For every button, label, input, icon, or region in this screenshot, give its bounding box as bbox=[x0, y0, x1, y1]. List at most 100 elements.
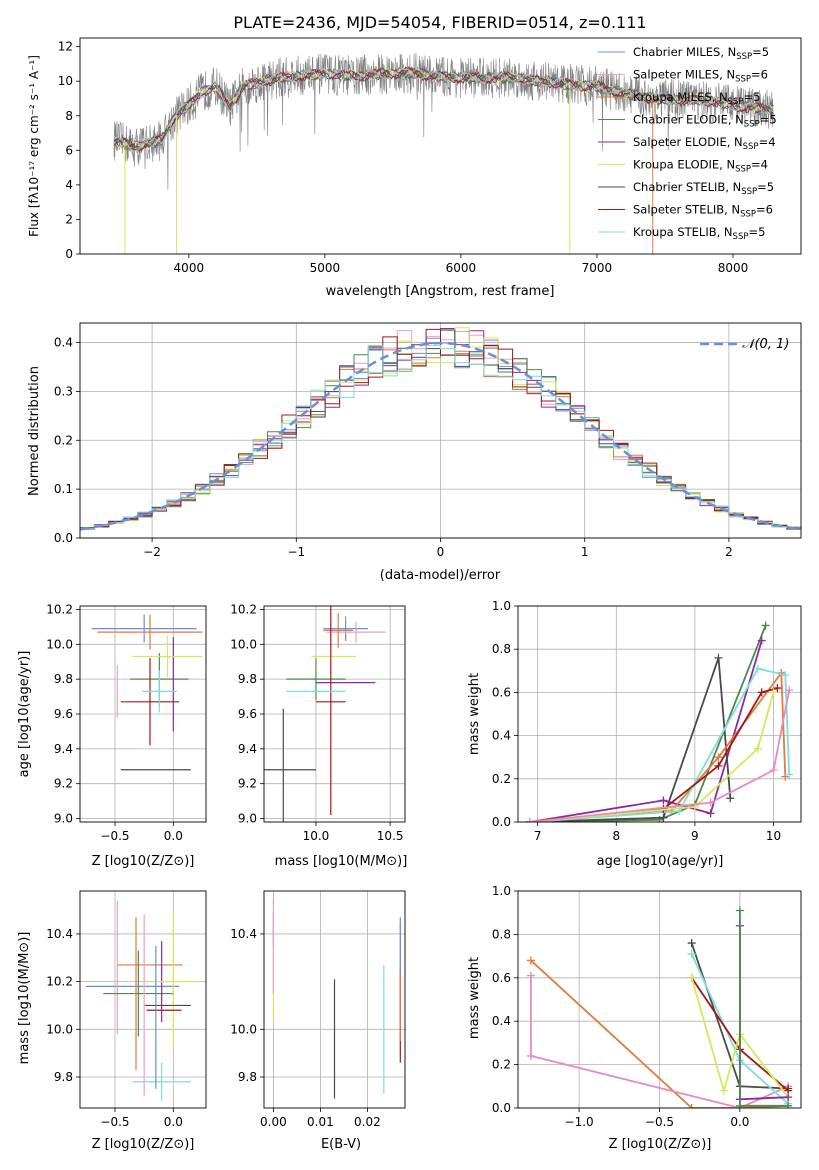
residual-legend-label: 𝒩(0, 1) bbox=[742, 337, 789, 352]
mass_vs_Z-ytick-label: 10.2 bbox=[46, 975, 73, 989]
spectrum-legend-label: Kroupa ELODIE, NSSP=4 bbox=[633, 158, 768, 175]
spectrum-ytick-label: 6 bbox=[65, 143, 73, 157]
residuals-ytick-label: 0.0 bbox=[54, 531, 73, 545]
weight_vs_age-point-marker bbox=[773, 684, 782, 693]
panel-weight-vs-Z: Z [log10(Z/Z⊙)] mass weight bbox=[467, 957, 711, 1152]
weight_vs_Z-point-marker bbox=[526, 1051, 535, 1060]
weight_vs_age-point-marker bbox=[757, 636, 766, 645]
weight_vs_Z-point-marker bbox=[687, 973, 696, 982]
residual-histogram bbox=[80, 327, 801, 530]
mass_vs_ebv-ytick-label: 10.4 bbox=[230, 927, 257, 941]
weight_vs_age-ytick-label: 0.0 bbox=[492, 815, 511, 829]
spectrum-legend-label: Kroupa STELIB, NSSP=5 bbox=[633, 225, 765, 242]
spectrum-ytick-label: 12 bbox=[58, 40, 73, 54]
residuals-frame bbox=[79, 322, 802, 539]
mass_vs_Z-ytick-label: 10.4 bbox=[46, 927, 73, 941]
weight_vs_age-series-line bbox=[529, 690, 791, 822]
mass_vs_Z-frame bbox=[79, 890, 207, 1109]
weight_vs_age-point-marker bbox=[525, 818, 534, 822]
residual-histogram bbox=[80, 345, 801, 530]
weight_vs_Z-series-line bbox=[690, 977, 789, 1098]
age_vs_Z-ytick-label: 9.8 bbox=[54, 672, 73, 686]
spectrum-ytick-label: 4 bbox=[65, 178, 73, 192]
weight_vs_Z-series-line bbox=[530, 975, 789, 1108]
mass_vs_ebv-ytick-label: 9.8 bbox=[238, 1070, 257, 1084]
figure-title: PLATE=2436, MJD=54054, FIBERID=0514, z=0… bbox=[233, 13, 646, 32]
mass_vs_Z-xtick-label: 0.0 bbox=[164, 1115, 183, 1129]
weight_vs_age-ytick-label: 1.0 bbox=[492, 599, 511, 613]
age_vs_Z-ytick-label: 9.4 bbox=[54, 742, 73, 756]
age_vs_mass-ytick-label: 9.8 bbox=[238, 672, 257, 686]
spectrum-legend-label: Salpeter ELODIE, NSSP=4 bbox=[633, 135, 776, 152]
spectrum-ytick-label: 0 bbox=[65, 247, 73, 261]
weight_vs_age-point-marker bbox=[714, 753, 723, 762]
weight_vs_age-xtick-label: 10 bbox=[766, 829, 781, 843]
age_vs_mass-frame bbox=[263, 605, 406, 823]
residuals-ytick-label: 0.2 bbox=[54, 433, 73, 447]
spectrum-axes: 4000 5000 6000 7000 8000 0 2 4 6 8 10 12 bbox=[58, 37, 802, 275]
age-vs-mass-xlabel: mass [log10(M/M⊙)] bbox=[275, 854, 408, 869]
residuals-ylabel: Normed distribution bbox=[27, 366, 42, 496]
age_vs_Z-ytick-label: 9.2 bbox=[54, 777, 73, 791]
mass_vs_Z-ytick-label: 9.8 bbox=[54, 1070, 73, 1084]
weight_vs_Z-xtick-label: −0.5 bbox=[645, 1115, 674, 1129]
spectrum-model-line bbox=[113, 67, 774, 150]
weight_vs_age-plot-area bbox=[525, 621, 794, 822]
mass_vs_Z-plot-area bbox=[85, 900, 197, 1101]
mass_vs_Z-axes: −0.5 0.0 9.8 10.0 10.2 10.4 bbox=[46, 890, 207, 1129]
weight_vs_Z-point-marker bbox=[719, 1086, 728, 1095]
weight_vs_Z-point-marker bbox=[687, 1104, 696, 1108]
weight-vs-age-xlabel: age [log10(age/yr)] bbox=[597, 854, 724, 869]
residuals-xtick-label: 1 bbox=[581, 545, 589, 559]
spectrum-ylabel: Flux [fλ10⁻¹⁷ erg cm⁻² s⁻¹ A⁻¹] bbox=[27, 55, 41, 237]
mass_vs_ebv-ytick-label: 10.0 bbox=[230, 1022, 257, 1036]
mass_vs_Z-ytick-label: 10.0 bbox=[46, 1022, 73, 1036]
spectrum-xtick-label: 8000 bbox=[718, 261, 749, 275]
spectrum-data-line bbox=[113, 53, 774, 190]
mass_vs_ebv-xtick-label: 0.01 bbox=[307, 1115, 334, 1129]
mass_vs_ebv-axes: 0.00 0.01 0.02 9.8 10.0 10.4 bbox=[230, 890, 406, 1129]
residuals-ytick-label: 0.3 bbox=[54, 384, 73, 398]
age_vs_mass-ytick-label: 9.4 bbox=[238, 742, 257, 756]
age_vs_Z-frame bbox=[79, 605, 207, 823]
age_vs_Z-ytick-label: 10.2 bbox=[46, 602, 73, 616]
spectrum-legend-label: Chabrier MILES, NSSP=5 bbox=[633, 45, 769, 62]
age_vs_Z-axes: −0.5 0.0 9.0 9.2 9.4 9.6 9.8 10.0 10.2 bbox=[46, 602, 207, 843]
spectrum-xlabel: wavelength [Angstrom, rest frame] bbox=[326, 284, 555, 299]
residuals-xtick-label: 0 bbox=[437, 545, 445, 559]
panel-age-vs-Z: Z [log10(Z/Z⊙)] age [log10(age/yr)] bbox=[17, 651, 194, 869]
spectrum-legend: Chabrier MILES, NSSP=5 Salpeter MILES, NS… bbox=[598, 45, 777, 242]
spectrum-model-line bbox=[113, 66, 774, 153]
weight_vs_age-point-marker bbox=[757, 688, 766, 697]
residuals-ytick-label: 0.4 bbox=[54, 336, 73, 350]
panel-residuals: (data-model)/error Normed distribution bbox=[27, 366, 501, 583]
weight_vs_Z-axes: −1.0 −0.5 0.0 0.0 0.2 0.4 0.6 0.8 1.0 bbox=[492, 884, 802, 1129]
age_vs_Z-ytick-label: 10.0 bbox=[46, 637, 73, 651]
age_vs_Z-plot-area bbox=[91, 614, 203, 771]
weight_vs_Z-ytick-label: 0.0 bbox=[492, 1101, 511, 1115]
spectrum-legend-label: Chabrier ELODIE, NSSP=5 bbox=[633, 113, 777, 130]
weight_vs_Z-point-marker bbox=[735, 1101, 744, 1108]
weight-vs-Z-ylabel: mass weight bbox=[467, 957, 482, 1039]
weight_vs_age-axes: 7 8 9 10 0.0 0.2 0.4 0.6 0.8 1.0 bbox=[492, 599, 802, 843]
age_vs_mass-xtick-label: 10.5 bbox=[377, 829, 404, 843]
weight_vs_age-point-marker bbox=[726, 794, 735, 803]
age_vs_mass-ytick-label: 9.6 bbox=[238, 707, 257, 721]
residuals-xtick-label: −1 bbox=[287, 545, 305, 559]
panel-mass-vs-ebv: E(B-V) bbox=[321, 1137, 361, 1152]
weight_vs_age-point-marker bbox=[781, 671, 790, 680]
weight_vs_age-frame bbox=[517, 605, 802, 823]
mass_vs_Z-xtick-label: −0.5 bbox=[100, 1115, 129, 1129]
weight_vs_Z-plot-area bbox=[526, 906, 793, 1108]
weight_vs_Z-ytick-label: 1.0 bbox=[492, 884, 511, 898]
weight_vs_Z-point-marker bbox=[687, 949, 696, 958]
weight_vs_age-ytick-label: 0.6 bbox=[492, 685, 511, 699]
weight_vs_Z-point-marker bbox=[526, 956, 535, 965]
weight_vs_Z-point-marker bbox=[784, 1101, 793, 1108]
age_vs_mass-axes: 10.0 10.5 9.0 9.2 9.4 9.6 9.8 10.0 10.2 bbox=[230, 602, 406, 843]
weight_vs_age-series-line bbox=[529, 625, 767, 822]
weight_vs_age-point-marker bbox=[706, 809, 715, 818]
spectrum-model-line bbox=[113, 67, 774, 154]
residuals-xtick-label: −2 bbox=[143, 545, 161, 559]
spectrum-frame bbox=[79, 37, 802, 255]
